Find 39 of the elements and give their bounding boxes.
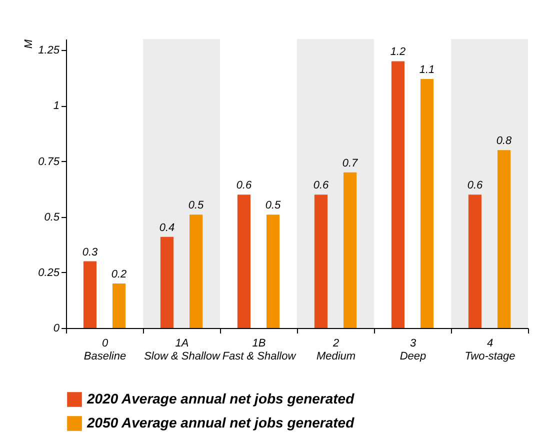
legend-label: 2050 Average annual net jobs generated bbox=[86, 414, 355, 430]
data-label: 1.2 bbox=[390, 46, 406, 58]
data-label: 1.1 bbox=[419, 64, 435, 76]
bar bbox=[391, 61, 405, 328]
data-label: 0.7 bbox=[342, 157, 359, 170]
y-tick-label: 0.75 bbox=[38, 156, 60, 168]
bar bbox=[189, 214, 203, 328]
x-tick-label: 1A Slow & Shallow bbox=[144, 338, 221, 362]
bar bbox=[343, 172, 357, 328]
data-label: 0.6 bbox=[236, 180, 252, 192]
bar bbox=[468, 194, 482, 328]
x-tick-label: 2 Medium bbox=[316, 338, 356, 362]
bar bbox=[314, 194, 328, 328]
bar bbox=[83, 261, 97, 328]
data-label: 0.6 bbox=[313, 180, 330, 192]
data-label: 0.2 bbox=[111, 268, 127, 281]
data-label: 0.4 bbox=[159, 222, 175, 234]
y-tick-label: 1 bbox=[53, 100, 60, 112]
y-tick-label: 0 bbox=[53, 322, 60, 334]
x-tick-label: 4 Two-stage bbox=[464, 338, 516, 362]
y-tick-label: 0.5 bbox=[44, 211, 60, 224]
bar bbox=[112, 284, 126, 328]
data-label: 0.6 bbox=[467, 180, 484, 192]
data-label: 0.3 bbox=[82, 246, 98, 258]
bar bbox=[237, 194, 251, 328]
x-tick-label: 1B Fast & Shallow bbox=[222, 338, 297, 362]
y-axis-title: M bbox=[23, 38, 36, 49]
y-tick-label: 1.25 bbox=[38, 44, 60, 57]
data-label: 0.8 bbox=[496, 135, 513, 148]
legend-label: 2020 Average annual net jobs generated bbox=[86, 390, 355, 406]
bar bbox=[497, 150, 511, 328]
data-label: 0.5 bbox=[188, 200, 205, 212]
x-tick-label: 0 Baseline bbox=[84, 338, 126, 362]
bar bbox=[160, 236, 174, 328]
y-tick-label: 0.25 bbox=[38, 266, 60, 279]
data-label: 0.5 bbox=[265, 200, 282, 212]
x-tick-label: 3 Deep bbox=[400, 338, 426, 362]
bar bbox=[266, 214, 280, 328]
bar bbox=[420, 79, 434, 328]
